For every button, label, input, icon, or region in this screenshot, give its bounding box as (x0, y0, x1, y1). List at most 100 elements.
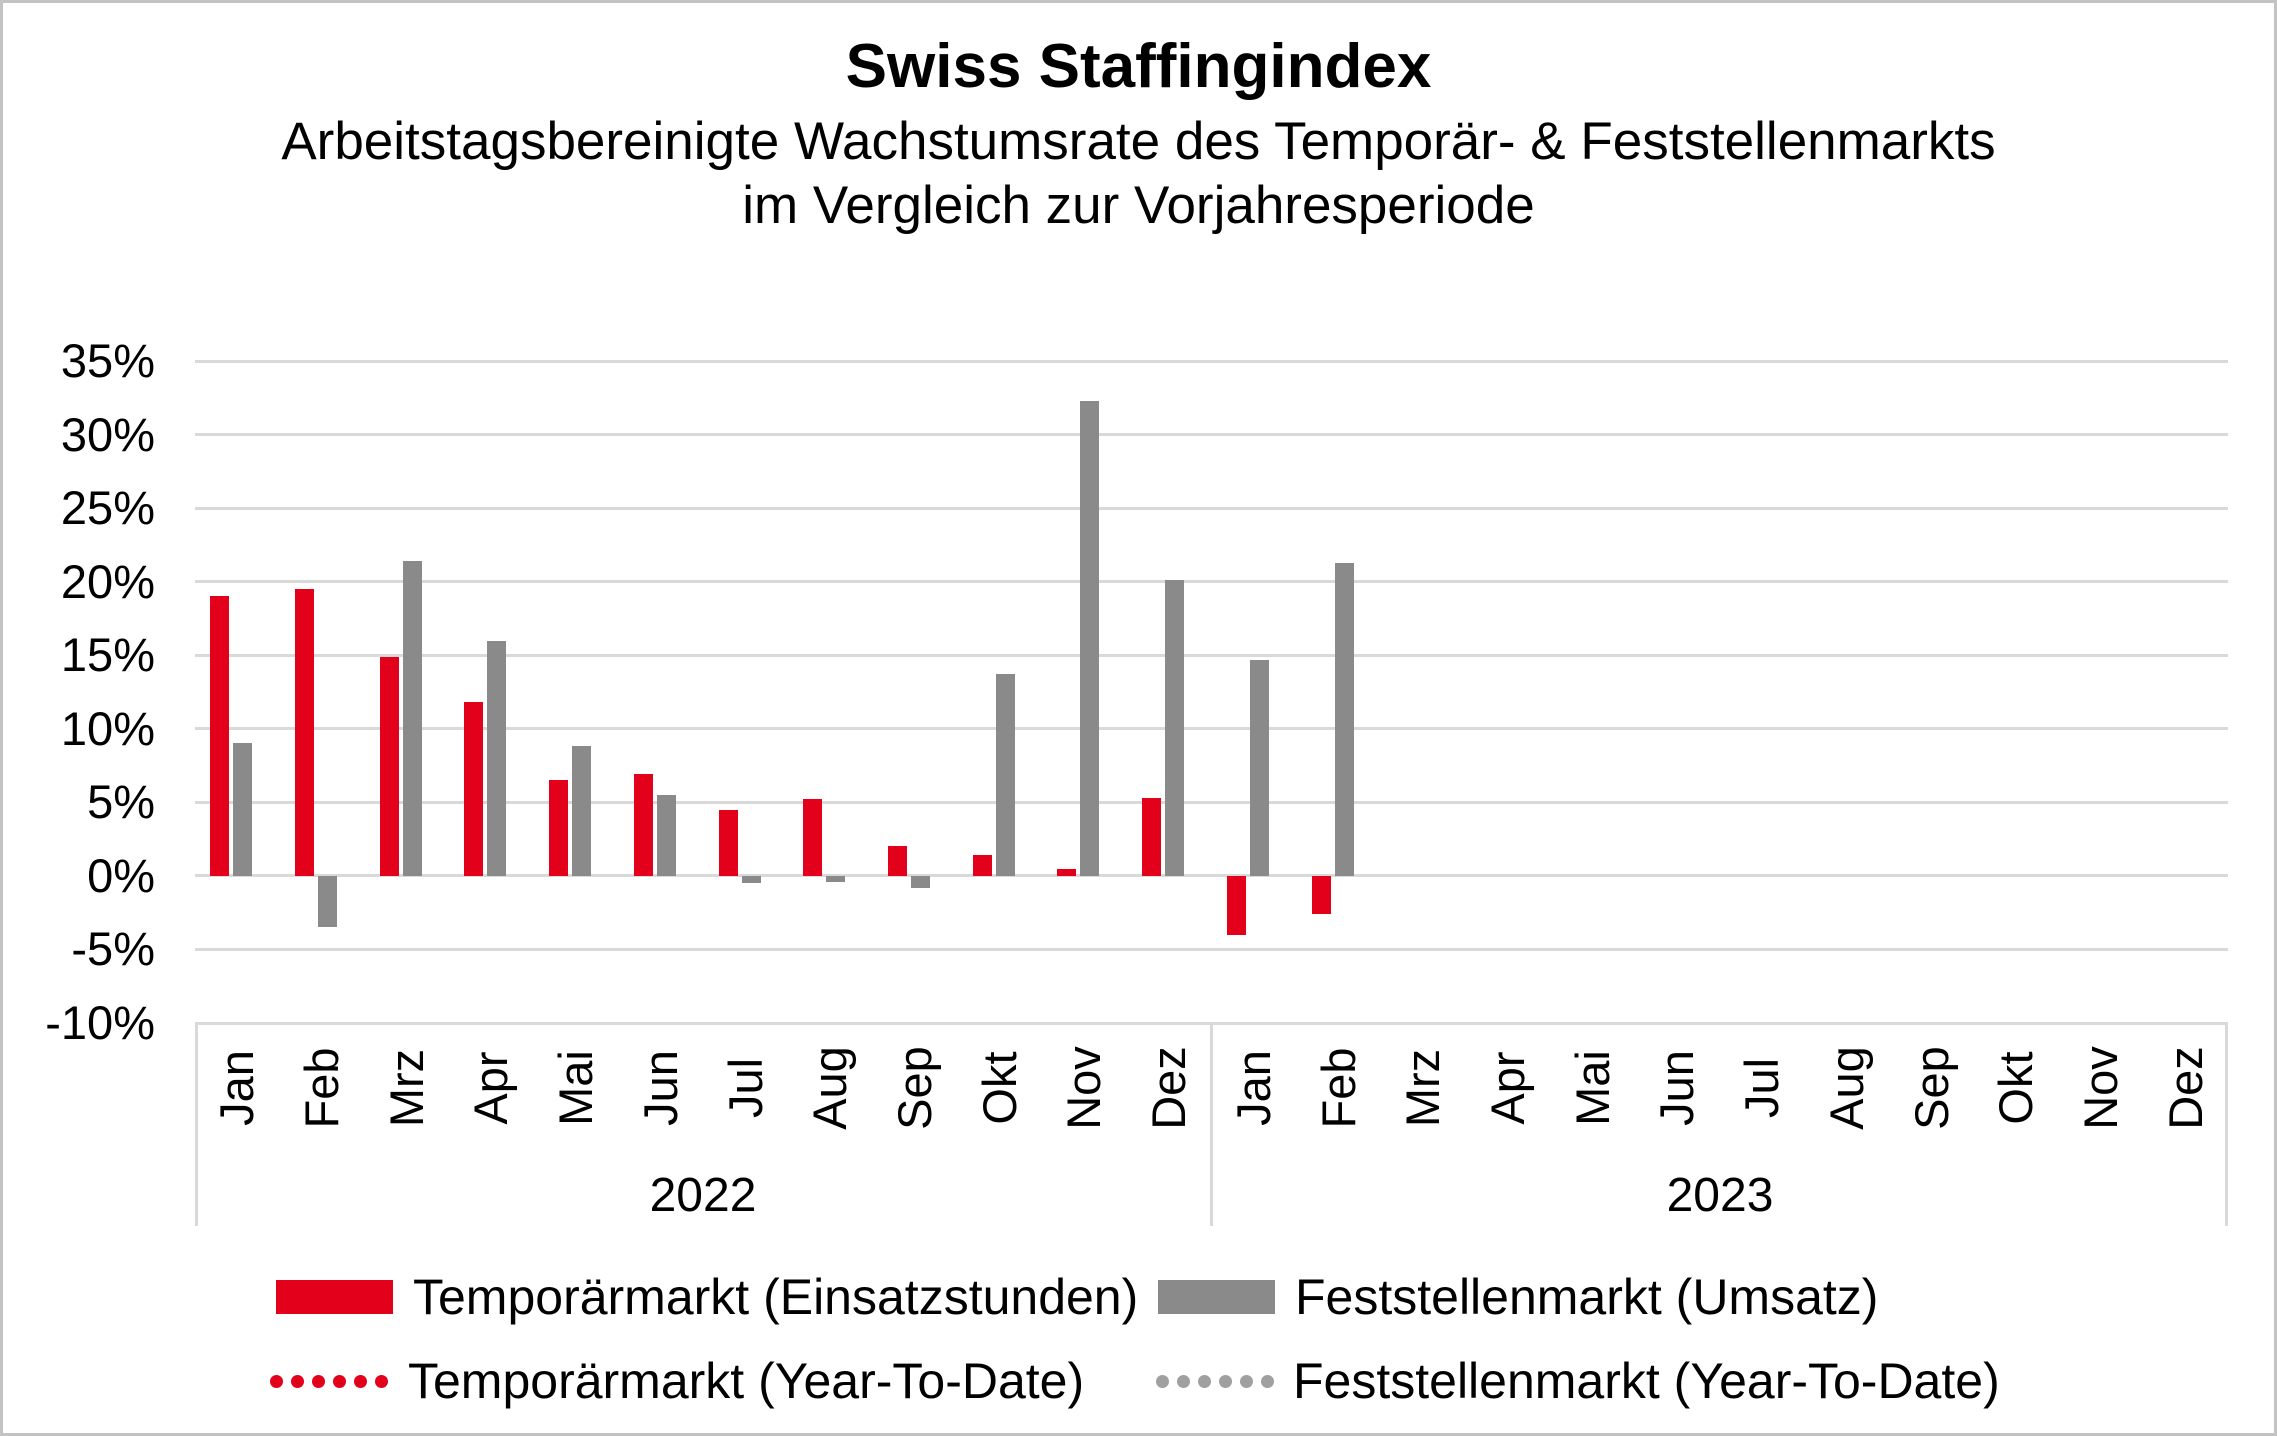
x-label-2022-jan: Jan (210, 1050, 264, 1126)
bar-feststellenmarkt-2022-sep (911, 875, 931, 888)
legend-dot (312, 1374, 325, 1388)
bar-feststellenmarkt-2022-feb (318, 875, 338, 928)
year-label-2023: 2023 (1666, 1169, 1774, 1222)
bar-temporaermarkt-2022-feb (295, 589, 315, 876)
legend-dot (1156, 1374, 1169, 1388)
y-tick-label--5: -5% (71, 922, 155, 976)
bar-temporaermarkt-2022-nov (1057, 868, 1077, 876)
bar-temporaermarkt-2022-jan (210, 596, 230, 876)
gridline-30 (195, 433, 2228, 437)
y-tick-label--10: -10% (45, 996, 155, 1049)
bar-feststellenmarkt-2022-mai (572, 746, 592, 876)
legend-dot (354, 1374, 367, 1388)
x-label-2022-jul: Jul (718, 1057, 772, 1119)
x-label-2022-feb: Feb (295, 1047, 349, 1129)
legend-label-feststellenmarkt: Feststellenmarkt (Umsatz) (1295, 1269, 1879, 1325)
x-axis-box (195, 1023, 2228, 1226)
bar-feststellenmarkt-2022-apr (487, 640, 507, 876)
y-tick-label-5: 5% (87, 775, 155, 829)
bar-temporaermarkt-2022-mai (549, 780, 569, 876)
x-label-2023-jul: Jul (1735, 1057, 1789, 1119)
legend-dot (375, 1374, 388, 1388)
chart-title: Swiss Staffingindex (845, 32, 1432, 101)
x-label-2022-dez: Dez (1142, 1046, 1196, 1130)
chart-subtitle-line2: im Vergleich zur Vorjahresperiode (742, 176, 1535, 235)
bar-feststellenmarkt-2023-feb (1334, 562, 1354, 876)
legend-label-temporaermarkt: Temporärmarkt (Einsatzstunden) (413, 1269, 1139, 1325)
x-label-2022-nov: Nov (1057, 1046, 1111, 1130)
year-divider (1210, 1023, 1213, 1226)
legend-label-feststellenmarkt-ytd: Feststellenmarkt (Year-To-Date) (1293, 1353, 2000, 1409)
x-label-2023-okt: Okt (1989, 1051, 2043, 1125)
y-tick-label-25: 25% (60, 481, 155, 535)
y-axis: 35% 30% 25% 20% 15% 10% 5% 0% -5% -10% (3, 334, 155, 1049)
x-label-2022-sep: Sep (888, 1046, 942, 1130)
bar-temporaermarkt-2022-sep (888, 846, 908, 876)
gridline-10 (195, 727, 2228, 731)
x-label-2023-aug: Aug (1819, 1046, 1873, 1130)
gridline-25 (195, 506, 2228, 510)
bar-temporaermarkt-2022-okt (972, 855, 992, 876)
plot-area (195, 359, 2228, 1025)
x-label-2022-okt: Okt (972, 1051, 1026, 1125)
bar-temporaermarkt-2022-aug (803, 799, 823, 876)
bar-temporaermarkt-2022-apr (464, 702, 484, 876)
legend-label-temporaermarkt-ytd: Temporärmarkt (Year-To-Date) (408, 1353, 1085, 1409)
gridline-0 (195, 874, 2228, 878)
legend-dot (333, 1374, 346, 1388)
year-label-2022: 2022 (649, 1169, 757, 1222)
bar-feststellenmarkt-2023-jan (1249, 659, 1269, 876)
bar-feststellenmarkt-2022-nov (1080, 400, 1100, 876)
legend-dot (270, 1374, 283, 1388)
x-label-2023-sep: Sep (1904, 1046, 1958, 1130)
bar-feststellenmarkt-2022-aug (826, 875, 846, 882)
x-label-2022-mrz: Mrz (379, 1048, 433, 1128)
bar-temporaermarkt-2022-jun (633, 774, 653, 876)
bar-temporaermarkt-2023-feb (1311, 875, 1331, 915)
x-label-2023-mai: Mai (1565, 1050, 1619, 1126)
x-label-2023-dez: Dez (2158, 1046, 2212, 1130)
x-label-2022-mai: Mai (549, 1050, 603, 1126)
bar-feststellenmarkt-2022-jan (233, 743, 253, 876)
legend-swatch-temporaermarkt (276, 1280, 393, 1314)
bar-feststellenmarkt-2022-jun (656, 794, 676, 876)
x-label-2023-nov: Nov (2073, 1046, 2127, 1130)
x-label-2022-aug: Aug (803, 1046, 857, 1130)
y-tick-label-10: 10% (60, 701, 155, 755)
legend-dots-feststellenmarkt-ytd (1156, 1374, 1275, 1388)
x-label-2022-jun: Jun (633, 1050, 687, 1126)
legend-dots-temporaermarkt-ytd (270, 1374, 389, 1388)
legend-dot (1219, 1374, 1232, 1388)
bar-feststellenmarkt-2022-jul (741, 875, 761, 884)
x-label-2023-jun: Jun (1650, 1050, 1704, 1126)
bar-feststellenmarkt-2022-okt (995, 674, 1015, 876)
bar-temporaermarkt-2022-jul (718, 809, 738, 876)
legend-swatch-feststellenmarkt (1158, 1280, 1275, 1314)
legend-dot (1198, 1374, 1211, 1388)
legend-dot (1261, 1374, 1274, 1388)
bar-temporaermarkt-2023-jan (1226, 875, 1246, 935)
gridline--5 (195, 947, 2228, 951)
legend-dot (1240, 1374, 1253, 1388)
x-label-2023-mrz: Mrz (1396, 1048, 1450, 1128)
x-label-2023-apr: Apr (1480, 1051, 1534, 1125)
y-tick-label-0: 0% (87, 848, 155, 902)
gridline-20 (195, 580, 2228, 584)
bar-temporaermarkt-2022-mrz (379, 656, 399, 876)
gridline-15 (195, 653, 2228, 657)
legend-dot (1177, 1374, 1190, 1388)
y-tick-label-20: 20% (60, 554, 155, 608)
y-tick-label-30: 30% (60, 407, 155, 461)
x-label-2023-feb: Feb (1311, 1047, 1365, 1129)
x-axis-months: Jan Feb Mrz Apr Mai Jun Jul Aug Sep Okt Nov Dez Jan F… (195, 1023, 2228, 1173)
bar-temporaermarkt-2022-dez (1142, 797, 1162, 876)
gridline-5 (195, 800, 2228, 804)
x-label-2022-apr: Apr (464, 1051, 518, 1125)
y-tick-label-35: 35% (60, 334, 155, 387)
y-tick-label-15: 15% (60, 628, 155, 682)
legend-dot (291, 1374, 304, 1388)
bar-feststellenmarkt-2022-mrz (402, 561, 422, 876)
x-label-2023-jan: Jan (1226, 1050, 1280, 1126)
bar-feststellenmarkt-2022-dez (1165, 580, 1185, 876)
